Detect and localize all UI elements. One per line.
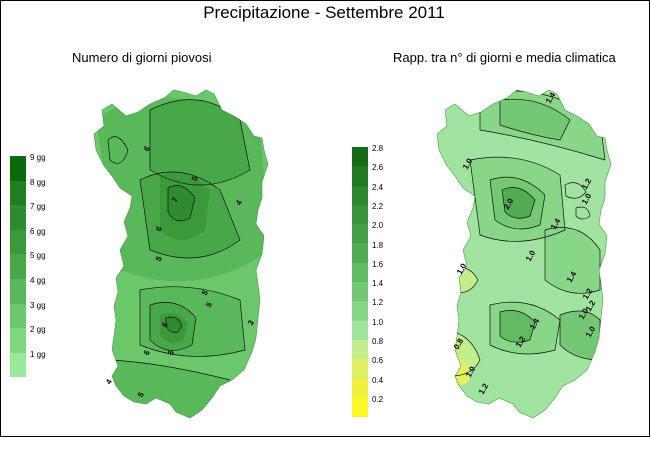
left-legend: 9 gg 8 gg 7 gg 6 gg 5 gg 4 gg 3 gg 2 gg 1 gg — [10, 154, 46, 378]
legend-swatch — [352, 204, 368, 225]
contour-label: 4 — [104, 377, 114, 386]
legend-swatch — [352, 185, 368, 205]
contour-label: 5 — [136, 390, 146, 399]
legend-swatch — [352, 320, 368, 340]
contour-label: 7 — [170, 195, 180, 204]
legend-swatch — [352, 147, 368, 167]
legend-swatch — [10, 278, 26, 304]
legend-label: 5 gg — [30, 251, 46, 261]
legend-label: 0.4 — [372, 375, 384, 385]
contour-label: 5 — [154, 254, 164, 263]
legend-label: 2.8 — [372, 144, 384, 153]
legend-label: 1.0 — [372, 317, 384, 327]
legend-swatch — [352, 301, 368, 321]
legend-swatch — [352, 359, 368, 379]
contour-label: 5 — [204, 300, 214, 309]
right-map-subtitle: Rapp. tra n° di giorni e media climatica — [393, 50, 616, 65]
legend-swatch — [10, 328, 26, 353]
contour-label: 6 — [166, 348, 176, 357]
contour-label: 3 — [246, 318, 256, 327]
legend-swatch — [352, 339, 368, 360]
legend-label: 1.8 — [372, 240, 384, 250]
legend-label: 6 gg — [30, 226, 46, 236]
legend-swatch — [10, 352, 26, 378]
legend-swatch — [10, 254, 26, 279]
contour-label: 6 — [142, 348, 152, 357]
legend-swatch — [352, 224, 368, 244]
legend-swatch — [352, 282, 368, 302]
legend-label: 0.8 — [372, 337, 384, 346]
legend-label: 2.0 — [372, 221, 384, 231]
contour-label: 6 — [160, 320, 170, 329]
legend-label: 2.2 — [372, 201, 384, 211]
legend-swatch — [10, 180, 26, 206]
right-legend: 2.8 2.6 2.4 2.2 2.0 1.8 1.6 1.4 1.2 1.0 0.8 0.6 0.4 0… — [352, 145, 383, 418]
contour-label: 5 — [200, 288, 210, 297]
legend-label: 1.6 — [372, 259, 384, 269]
left-contours — [99, 99, 251, 381]
legend-swatch — [352, 166, 368, 186]
left-map-fill — [94, 90, 268, 418]
right-map-fill — [437, 90, 611, 418]
legend-swatch — [10, 303, 26, 329]
legend-swatch — [352, 378, 368, 398]
left-map-subtitle: Numero di giorni piovosi — [72, 50, 212, 65]
legend-swatch — [352, 262, 368, 283]
legend-label: 9 gg — [30, 153, 46, 162]
legend-label: 2.4 — [372, 182, 384, 192]
contour-label: 4 — [234, 198, 244, 207]
legend-label: 4 gg — [30, 276, 46, 285]
legend-swatch — [10, 229, 26, 255]
legend-label: 7 gg — [30, 202, 46, 212]
legend-label: 1.4 — [372, 279, 384, 289]
legend-label: 2.6 — [372, 163, 384, 173]
legend-label: 3 gg — [30, 300, 46, 310]
legend-label: 2 gg — [30, 325, 46, 335]
left-contour-labels: 6 5 7 6 5 4 6 5 6 5 3 6 5 4 — [104, 144, 256, 399]
legend-label: 8 gg — [30, 177, 46, 187]
page-title: Precipitazione - Settembre 2011 — [203, 3, 445, 22]
legend-label: 1 gg — [30, 349, 46, 359]
legend-label: 1.2 — [372, 298, 384, 308]
contour-label: 6 — [154, 224, 164, 233]
legend-swatch — [10, 156, 26, 181]
legend-swatch — [352, 243, 368, 263]
legend-label: 0.6 — [372, 356, 384, 366]
legend-swatch — [10, 205, 26, 230]
legend-swatch — [352, 397, 368, 418]
legend-label: 0.2 — [372, 394, 384, 404]
contour-label: 5 — [190, 174, 200, 183]
contour-label: 6 — [142, 144, 152, 153]
